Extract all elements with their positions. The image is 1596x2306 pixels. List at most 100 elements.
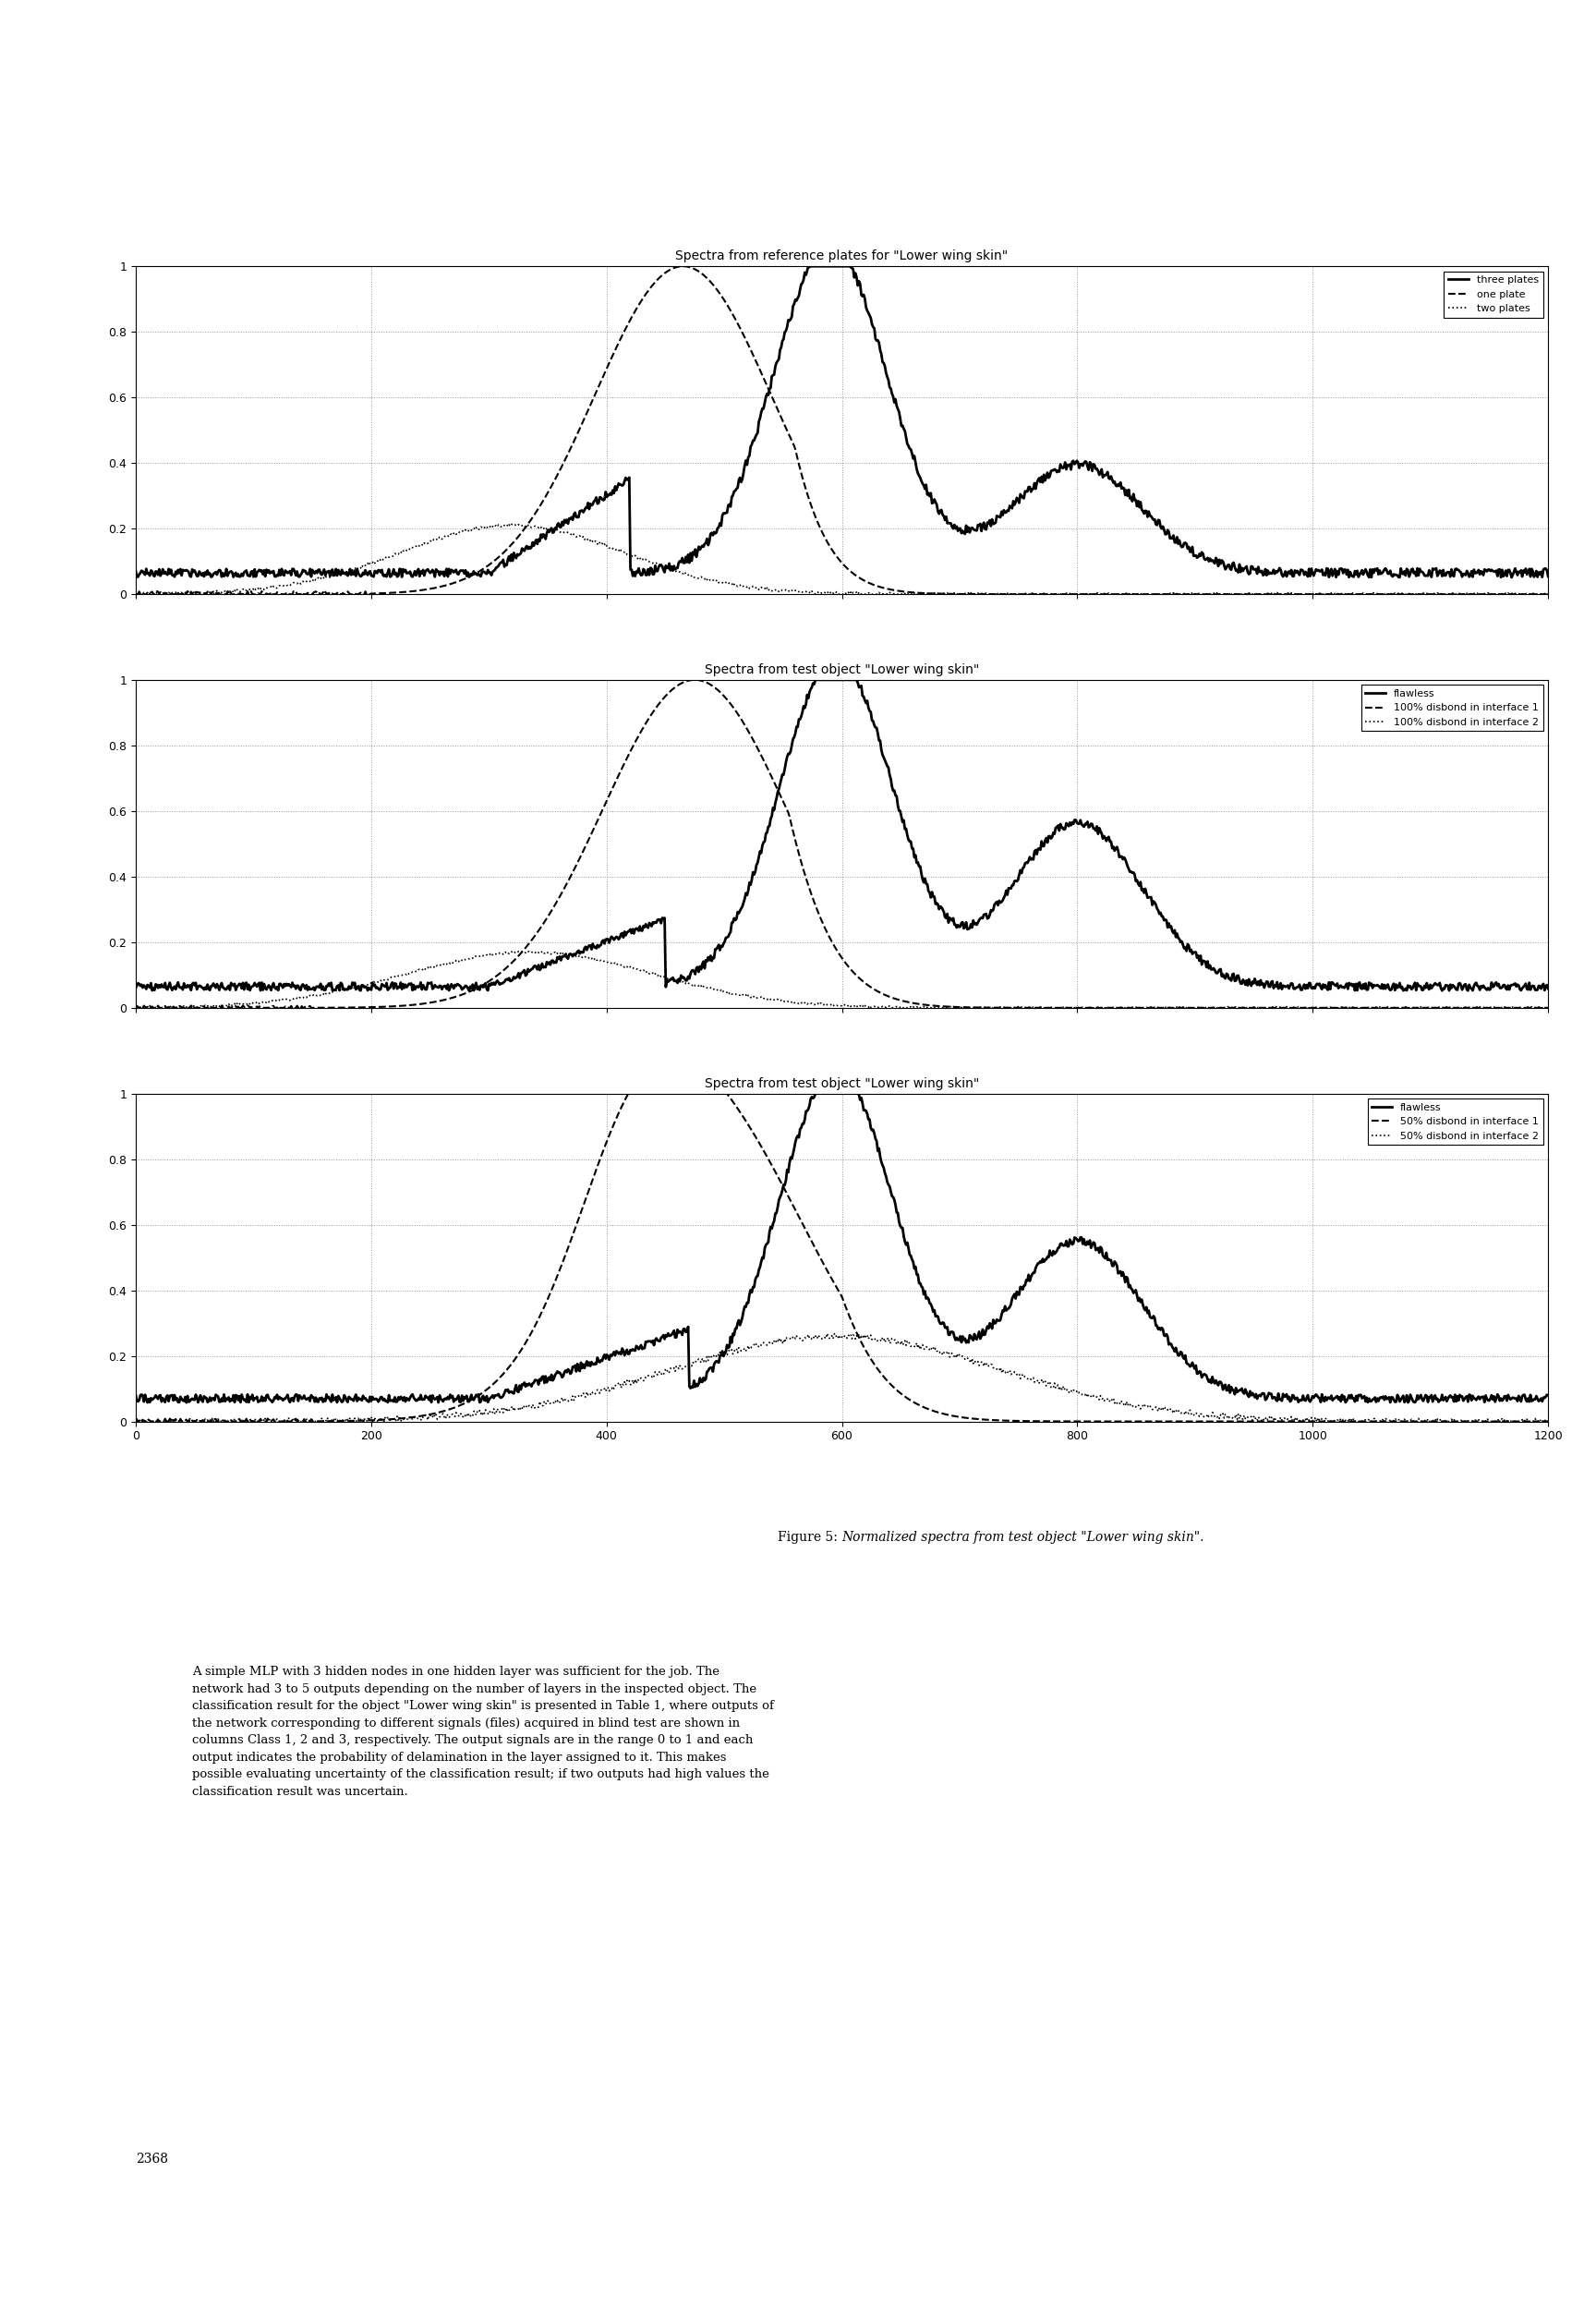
- Line: flawless: flawless: [136, 1093, 1548, 1402]
- flawless: [177, 1388, 196, 1416]
- two plates: [313, 563, 332, 590]
- 100% disbond in interface 1: [870, 978, 889, 1005]
- two plates: [603, 535, 622, 563]
- 50% disbond in interface 1: [870, 1356, 889, 1384]
- 100% disbond in interface 1: [126, 994, 145, 1022]
- three plates: [313, 558, 332, 586]
- flawless: [126, 973, 145, 1001]
- flawless: [1539, 1381, 1558, 1409]
- Title: Spectra from test object "Lower wing skin": Spectra from test object "Lower wing ski…: [704, 1077, 980, 1091]
- 100% disbond in interface 2: [126, 994, 145, 1022]
- 50% disbond in interface 2: [128, 1407, 147, 1434]
- Title: Spectra from test object "Lower wing skin": Spectra from test object "Lower wing ski…: [704, 664, 980, 676]
- Text: 2368: 2368: [136, 2151, 168, 2165]
- one plate: [602, 344, 621, 371]
- flawless: [870, 726, 889, 754]
- flawless: [126, 1381, 145, 1409]
- one plate: [1539, 581, 1558, 609]
- 100% disbond in interface 2: [870, 994, 889, 1022]
- flawless: [808, 1079, 827, 1107]
- three plates: [739, 443, 758, 470]
- three plates: [798, 251, 817, 279]
- 50% disbond in interface 1: [313, 1407, 332, 1434]
- three plates: [364, 563, 383, 590]
- Legend: flawless, 50% disbond in interface 1, 50% disbond in interface 2: flawless, 50% disbond in interface 1, 50…: [1368, 1098, 1543, 1144]
- two plates: [741, 574, 760, 602]
- 50% disbond in interface 2: [314, 1407, 334, 1434]
- 50% disbond in interface 2: [817, 1319, 836, 1347]
- 50% disbond in interface 1: [364, 1407, 383, 1434]
- Title: Spectra from reference plates for "Lower wing skin": Spectra from reference plates for "Lower…: [675, 249, 1009, 263]
- two plates: [364, 547, 383, 574]
- 50% disbond in interface 1: [602, 1116, 621, 1144]
- 50% disbond in interface 2: [900, 1331, 919, 1358]
- 100% disbond in interface 1: [602, 777, 621, 805]
- Line: 50% disbond in interface 1: 50% disbond in interface 1: [136, 1093, 1548, 1420]
- Line: two plates: two plates: [136, 523, 1548, 595]
- flawless: [899, 826, 918, 853]
- Text: A simple MLP with 3 hidden nodes in one hidden layer was sufficient for the job.: A simple MLP with 3 hidden nodes in one …: [192, 1665, 774, 1796]
- 50% disbond in interface 2: [126, 1407, 145, 1434]
- 100% disbond in interface 2: [899, 994, 918, 1022]
- flawless: [313, 973, 332, 1001]
- 50% disbond in interface 1: [126, 1407, 145, 1434]
- flawless: [741, 1280, 760, 1308]
- Line: three plates: three plates: [136, 265, 1548, 576]
- 100% disbond in interface 1: [313, 994, 332, 1022]
- 100% disbond in interface 1: [364, 994, 383, 1022]
- Line: 100% disbond in interface 2: 100% disbond in interface 2: [136, 950, 1548, 1008]
- 50% disbond in interface 2: [603, 1372, 622, 1400]
- flawless: [602, 922, 621, 950]
- flawless: [900, 1241, 919, 1268]
- 100% disbond in interface 1: [741, 719, 760, 747]
- 100% disbond in interface 1: [899, 989, 918, 1017]
- one plate: [126, 581, 145, 609]
- three plates: [602, 482, 621, 510]
- two plates: [498, 510, 517, 537]
- 100% disbond in interface 1: [1539, 994, 1558, 1022]
- three plates: [1539, 563, 1558, 590]
- three plates: [899, 431, 918, 459]
- three plates: [870, 330, 889, 357]
- 100% disbond in interface 2: [517, 936, 536, 964]
- Line: flawless: flawless: [136, 680, 1548, 992]
- flawless: [314, 1386, 334, 1414]
- Line: 100% disbond in interface 1: 100% disbond in interface 1: [136, 680, 1548, 1008]
- 50% disbond in interface 2: [741, 1335, 760, 1363]
- 100% disbond in interface 1: [686, 666, 705, 694]
- 50% disbond in interface 1: [899, 1386, 918, 1414]
- 100% disbond in interface 2: [603, 950, 622, 978]
- flawless: [365, 1386, 385, 1414]
- Text: Figure 5:: Figure 5:: [777, 1531, 841, 1545]
- 50% disbond in interface 2: [1539, 1407, 1558, 1434]
- one plate: [674, 251, 693, 279]
- two plates: [126, 581, 145, 609]
- Text: Normalized spectra from test object "Lower wing skin".: Normalized spectra from test object "Low…: [841, 1531, 1205, 1545]
- Legend: flawless, 100% disbond in interface 1, 100% disbond in interface 2: flawless, 100% disbond in interface 1, 1…: [1361, 685, 1543, 731]
- Legend: three plates, one plate, two plates: three plates, one plate, two plates: [1444, 272, 1543, 318]
- flawless: [603, 1340, 622, 1367]
- 50% disbond in interface 1: [741, 1114, 760, 1141]
- 100% disbond in interface 2: [313, 982, 332, 1010]
- flawless: [364, 971, 383, 998]
- three plates: [1502, 563, 1521, 590]
- flawless: [806, 666, 825, 694]
- three plates: [126, 558, 145, 586]
- Line: one plate: one plate: [136, 265, 1548, 595]
- 50% disbond in interface 2: [365, 1404, 385, 1432]
- one plate: [364, 579, 383, 606]
- flawless: [1459, 978, 1478, 1005]
- one plate: [870, 572, 889, 600]
- flawless: [1539, 975, 1558, 1003]
- two plates: [870, 579, 889, 606]
- 100% disbond in interface 2: [741, 982, 760, 1010]
- one plate: [899, 579, 918, 606]
- 100% disbond in interface 2: [1539, 994, 1558, 1022]
- flawless: [870, 1144, 889, 1171]
- flawless: [739, 876, 758, 904]
- two plates: [1539, 579, 1558, 606]
- two plates: [899, 581, 918, 609]
- 50% disbond in interface 1: [1539, 1407, 1558, 1434]
- 50% disbond in interface 2: [870, 1326, 889, 1354]
- 50% disbond in interface 1: [619, 1079, 638, 1107]
